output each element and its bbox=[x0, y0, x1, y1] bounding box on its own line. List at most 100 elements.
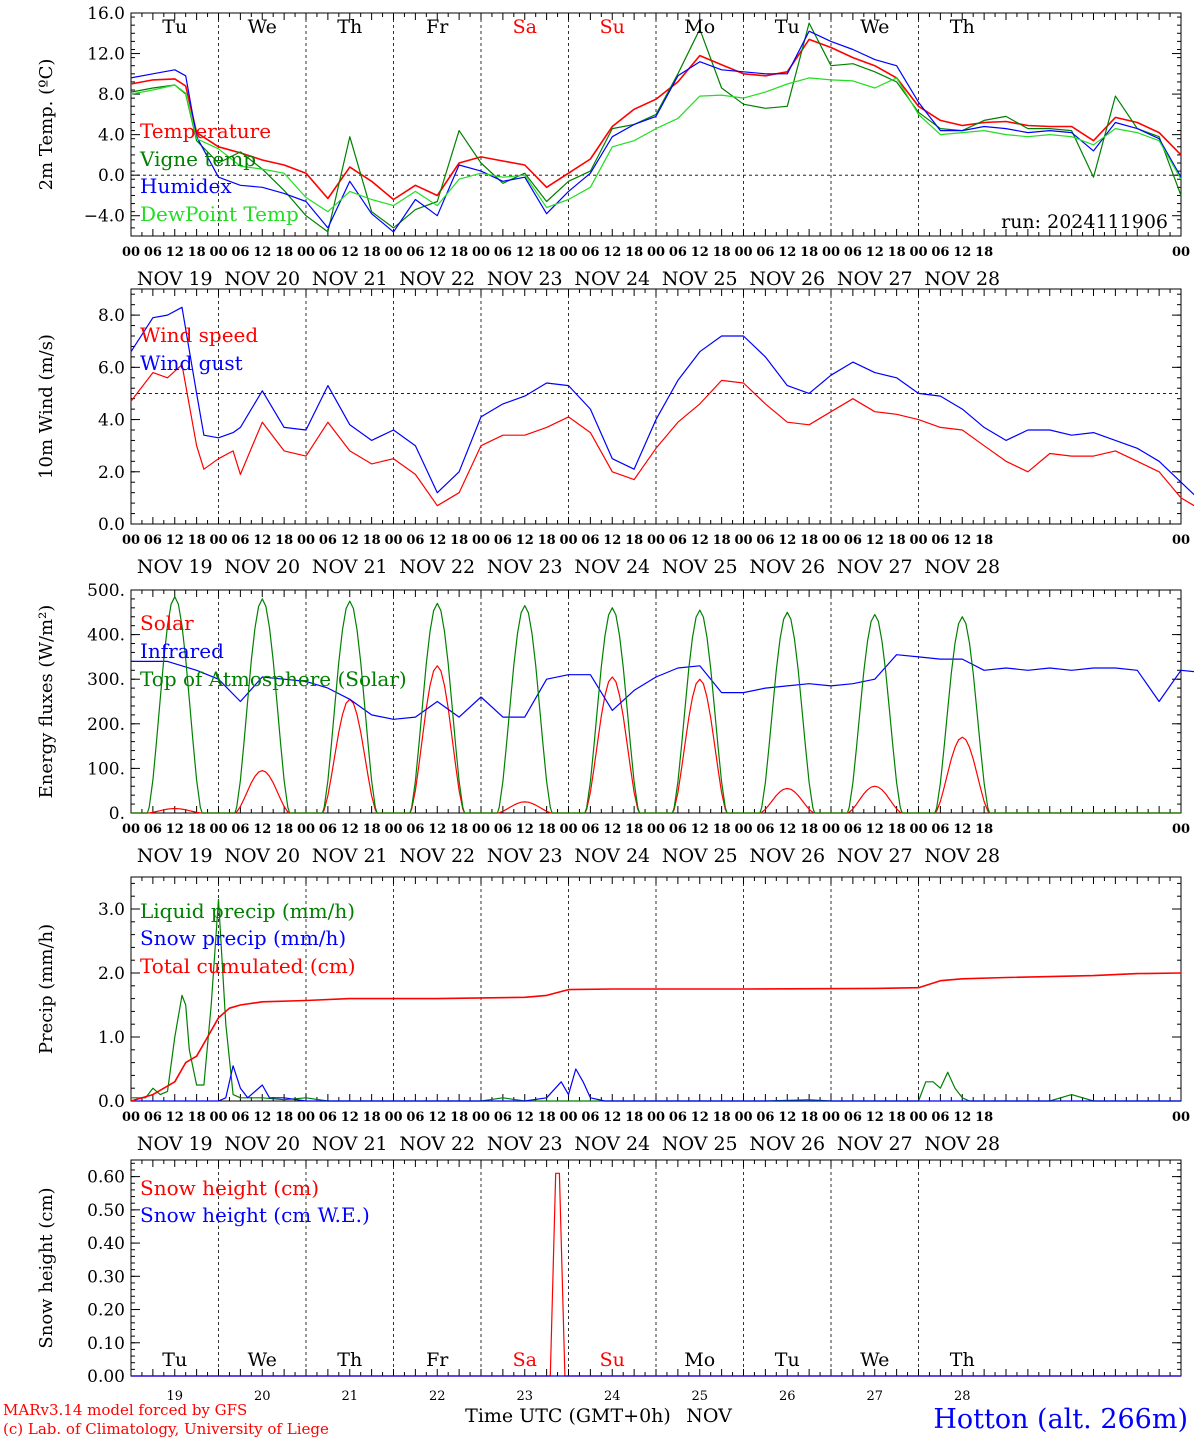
hour-tick-label: 18 bbox=[800, 822, 818, 837]
weekday-label: Th bbox=[337, 1349, 362, 1371]
hour-tick-label: 18 bbox=[625, 245, 643, 260]
hour-tick-label: 18 bbox=[450, 822, 468, 837]
hour-tick-label: 06 bbox=[931, 245, 949, 260]
hour-tick-label: 06 bbox=[844, 245, 862, 260]
hour-tick-label: 18 bbox=[538, 245, 556, 260]
y-tick-label: 0. bbox=[109, 804, 125, 824]
hour-tick-label: 12 bbox=[341, 245, 359, 260]
day-label: NOV 20 bbox=[224, 1133, 300, 1155]
weekday-label: Sa bbox=[513, 1349, 537, 1371]
y-tick-label: 12.0 bbox=[87, 45, 125, 65]
hour-tick-label: 12 bbox=[341, 533, 359, 548]
day-label: NOV 24 bbox=[574, 268, 650, 290]
hour-tick-label: 18 bbox=[188, 533, 206, 548]
hour-tick-label: 00 bbox=[559, 245, 577, 260]
hour-tick-label: 00 bbox=[1172, 1110, 1190, 1125]
hour-tick-label: 00 bbox=[909, 822, 927, 837]
hour-tick-label: 00 bbox=[647, 533, 665, 548]
hour-tick-label: 06 bbox=[231, 1110, 249, 1125]
weekday-label: Mo bbox=[684, 16, 715, 38]
y-axis-label: Precip (mm/h) bbox=[36, 924, 57, 1054]
hour-tick-label: 12 bbox=[778, 822, 796, 837]
hour-tick-label: 00 bbox=[209, 245, 227, 260]
hour-tick-label: 06 bbox=[669, 245, 687, 260]
hour-tick-label: 06 bbox=[931, 1110, 949, 1125]
legend-entry: Snow height (cm) bbox=[140, 1176, 319, 1200]
y-axis-label: 2m Temp. (ºC) bbox=[36, 59, 57, 191]
hour-tick-label: 00 bbox=[472, 1110, 490, 1125]
y-tick-label: 0.0 bbox=[98, 1092, 125, 1112]
day-number: 24 bbox=[604, 1389, 621, 1404]
panel-wind bbox=[130, 288, 1194, 525]
hour-tick-label: 12 bbox=[253, 533, 271, 548]
y-tick-label: 0.00 bbox=[87, 1367, 125, 1387]
hour-tick-label: 12 bbox=[691, 533, 709, 548]
hour-tick-label: 18 bbox=[275, 245, 293, 260]
hour-tick-label: 00 bbox=[822, 822, 840, 837]
hour-tick-label: 18 bbox=[800, 1110, 818, 1125]
hour-tick-label: 00 bbox=[209, 1110, 227, 1125]
y-tick-label: 8.0 bbox=[98, 306, 125, 326]
y-tick-label: −4.0 bbox=[84, 207, 125, 227]
y-axis-label: Energy fluxes (W/m²) bbox=[36, 605, 57, 799]
hour-tick-label: 00 bbox=[734, 1110, 752, 1125]
hour-tick-label: 06 bbox=[231, 533, 249, 548]
y-tick-label: 16.0 bbox=[87, 4, 125, 24]
day-label: NOV 21 bbox=[312, 845, 388, 867]
day-label: NOV 25 bbox=[662, 268, 738, 290]
weekday-label: We bbox=[248, 16, 277, 38]
hour-tick-label: 12 bbox=[253, 1110, 271, 1125]
hour-tick-label: 12 bbox=[778, 533, 796, 548]
hour-tick-label: 00 bbox=[734, 245, 752, 260]
legend-entry: Snow precip (mm/h) bbox=[140, 926, 346, 950]
day-number: 25 bbox=[691, 1389, 708, 1404]
y-axis-label: Snow height (cm) bbox=[36, 1187, 57, 1348]
weekday-label: Tu bbox=[162, 16, 187, 38]
day-label: NOV 28 bbox=[924, 1133, 1000, 1155]
hour-tick-label: 18 bbox=[188, 1110, 206, 1125]
hour-tick-label: 06 bbox=[319, 533, 337, 548]
day-number: 20 bbox=[254, 1389, 271, 1404]
hour-tick-label: 06 bbox=[844, 1110, 862, 1125]
hour-tick-label: 18 bbox=[888, 533, 906, 548]
y-tick-label: 200. bbox=[87, 715, 125, 735]
hour-tick-label: 00 bbox=[1172, 533, 1190, 548]
hour-tick-label: 00 bbox=[559, 533, 577, 548]
hour-tick-label: 12 bbox=[516, 533, 534, 548]
weekday-label: We bbox=[248, 1349, 277, 1371]
hour-tick-label: 06 bbox=[319, 822, 337, 837]
hour-tick-label: 00 bbox=[122, 1110, 140, 1125]
hour-tick-label: 06 bbox=[581, 245, 599, 260]
hour-tick-label: 00 bbox=[209, 822, 227, 837]
station-label: Hotton (alt. 266m) bbox=[933, 1404, 1188, 1435]
legend-entry: Infrared bbox=[140, 639, 224, 663]
hour-tick-label: 12 bbox=[253, 245, 271, 260]
day-label: NOV 19 bbox=[137, 845, 213, 867]
hour-tick-label: 18 bbox=[363, 533, 381, 548]
day-label: NOV 23 bbox=[487, 268, 563, 290]
hour-tick-label: 12 bbox=[953, 822, 971, 837]
hour-tick-label: 06 bbox=[669, 822, 687, 837]
hour-tick-label: 18 bbox=[975, 1110, 993, 1125]
hour-tick-label: 18 bbox=[538, 822, 556, 837]
series-line-energy-2 bbox=[131, 596, 1181, 814]
y-tick-label: 2.0 bbox=[98, 964, 125, 984]
hour-tick-label: 12 bbox=[516, 822, 534, 837]
series-line-temp-3 bbox=[130, 77, 1182, 213]
hour-tick-label: 18 bbox=[713, 245, 731, 260]
day-label: NOV 21 bbox=[312, 1133, 388, 1155]
hour-tick-label: 00 bbox=[647, 822, 665, 837]
legend-entry: Temperature bbox=[140, 119, 271, 143]
weekday-label: Fr bbox=[426, 16, 449, 38]
day-label: NOV 28 bbox=[924, 556, 1000, 578]
y-tick-label: 4.0 bbox=[98, 411, 125, 431]
hour-tick-label: 18 bbox=[713, 533, 731, 548]
weekday-label: We bbox=[860, 1349, 889, 1371]
hour-tick-label: 12 bbox=[341, 1110, 359, 1125]
hour-tick-label: 06 bbox=[144, 245, 162, 260]
hour-tick-label: 06 bbox=[756, 1110, 774, 1125]
hour-tick-label: 00 bbox=[209, 533, 227, 548]
day-label: NOV 25 bbox=[662, 845, 738, 867]
series-line-wind-1 bbox=[130, 306, 1194, 496]
